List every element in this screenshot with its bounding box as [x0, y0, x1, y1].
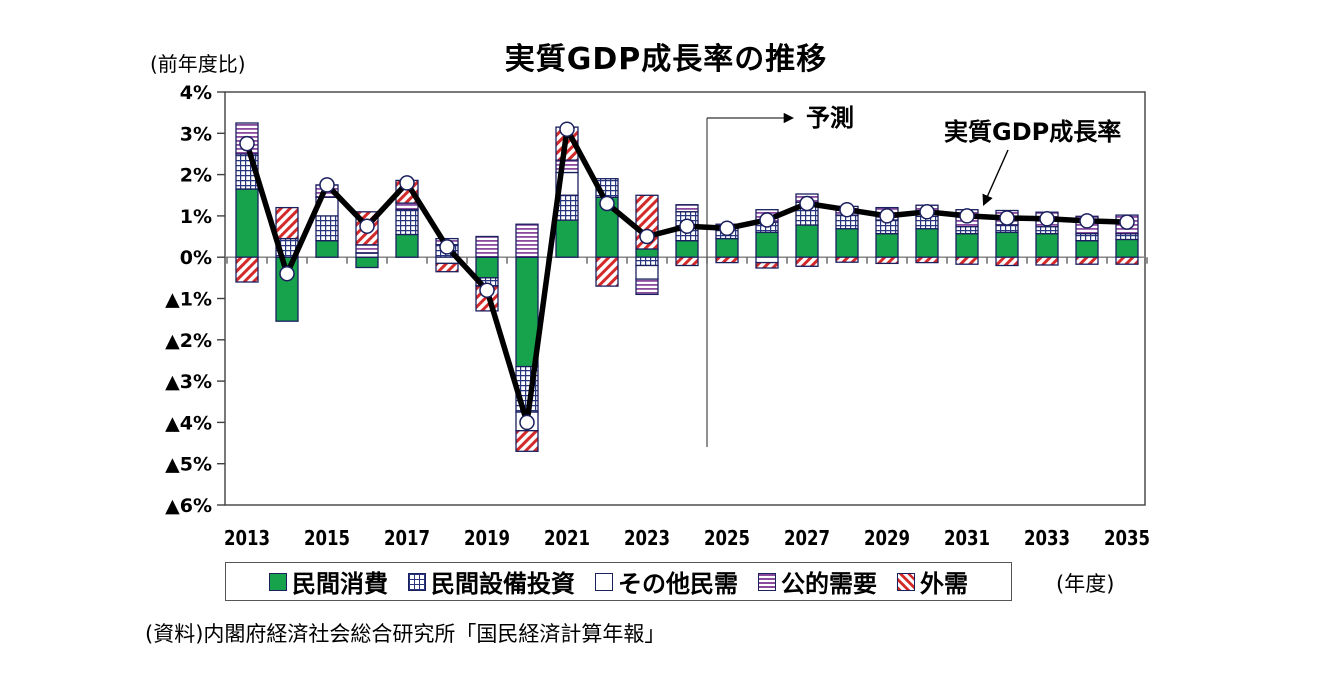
svg-text:2027: 2027 — [784, 526, 830, 550]
svg-text:4%: 4% — [180, 82, 212, 104]
stacked-bars — [235, 122, 1139, 452]
svg-text:2015: 2015 — [304, 526, 350, 550]
forecast-annotation: 予測 — [806, 104, 854, 132]
x-ticks — [226, 257, 1148, 264]
private-consumption-swatch-icon — [269, 572, 287, 591]
legend-item-private-consumption: 民間消費 — [269, 564, 388, 599]
svg-text:▲2%: ▲2% — [165, 330, 212, 352]
svg-text:2025: 2025 — [704, 526, 750, 550]
svg-text:1%: 1% — [180, 206, 212, 228]
legend-label: その他民需 — [618, 570, 738, 598]
svg-text:▲6%: ▲6% — [165, 495, 212, 517]
y-axis: 4% 3% 2% 1% 0% ▲1% ▲2% ▲3% ▲4% ▲5% ▲6% — [165, 82, 225, 517]
private-capex-swatch-icon — [408, 572, 426, 591]
source-note: (資料)内閣府経済社会総合研究所「国民経済計算年報」 — [145, 622, 666, 646]
legend-item-public-demand: 公的需要 — [758, 564, 877, 599]
legend-item-other-private-demand: その他民需 — [595, 564, 738, 599]
chart-title: 実質GDP成長率の推移 — [504, 42, 828, 77]
svg-text:2035: 2035 — [1104, 526, 1150, 550]
legend-label: 民間消費 — [292, 570, 388, 598]
y-axis-unit-label: (前年度比) — [150, 52, 246, 76]
legend-label: 外需 — [920, 570, 968, 598]
svg-text:▲3%: ▲3% — [165, 371, 212, 393]
svg-text:2031: 2031 — [944, 526, 990, 550]
forecast-divider — [706, 112, 795, 447]
legend: 民間消費 民間設備投資 その他民需 公的需要 外需 — [225, 562, 1012, 601]
svg-text:2%: 2% — [180, 165, 212, 187]
external-demand-swatch-icon — [897, 572, 915, 591]
svg-text:▲1%: ▲1% — [165, 289, 212, 311]
svg-text:▲4%: ▲4% — [165, 412, 212, 434]
public-demand-swatch-icon — [758, 572, 776, 591]
svg-text:2023: 2023 — [624, 526, 670, 550]
other-private-demand-swatch-icon — [595, 572, 613, 591]
svg-text:2029: 2029 — [864, 526, 910, 550]
svg-text:2013: 2013 — [224, 526, 270, 550]
svg-text:2021: 2021 — [544, 526, 590, 550]
svg-text:2019: 2019 — [464, 526, 510, 550]
legend-item-external-demand: 外需 — [897, 564, 968, 599]
svg-text:2033: 2033 — [1024, 526, 1070, 550]
gdp-line-markers — [239, 121, 1135, 431]
gdp-line-annotation: 実質GDP成長率 — [944, 118, 1122, 146]
x-axis-unit-label: (年度) — [1056, 572, 1115, 596]
svg-text:2017: 2017 — [384, 526, 430, 550]
legend-label: 民間設備投資 — [431, 570, 575, 598]
gdp-line-annotation-arrow — [982, 149, 1009, 207]
legend-label: 公的需要 — [781, 570, 877, 598]
gdp-growth-line — [244, 126, 1130, 426]
svg-text:▲5%: ▲5% — [165, 454, 212, 476]
svg-text:0%: 0% — [180, 247, 212, 269]
x-axis-labels: 2013 2015 2017 2019 2021 2023 2025 2027 2029 2031… — [224, 526, 1150, 550]
svg-text:3%: 3% — [180, 123, 212, 145]
legend-item-private-capex: 民間設備投資 — [408, 564, 575, 599]
